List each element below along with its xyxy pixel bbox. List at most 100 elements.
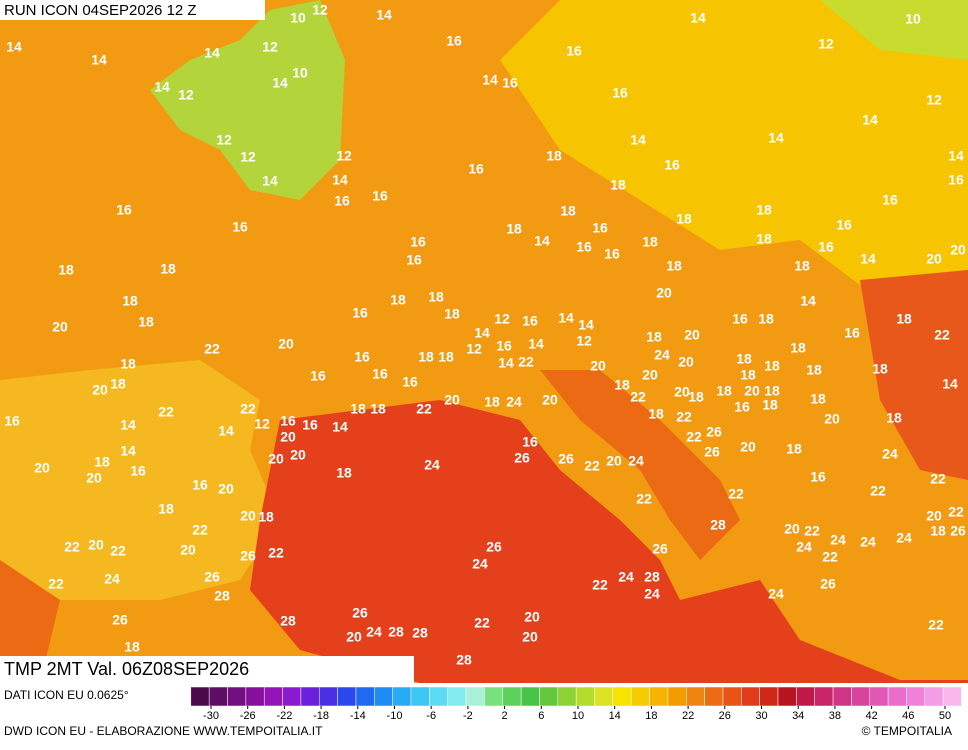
temperature-label: 16	[496, 338, 512, 354]
temperature-label: 16	[130, 463, 146, 479]
temperature-label: 16	[446, 33, 462, 49]
temperature-label: 14	[120, 443, 136, 459]
temperature-label: 22	[268, 545, 284, 561]
temperature-label: 26	[558, 451, 574, 467]
temperature-label: 18	[716, 383, 732, 399]
colorbar-tick-label: 34	[792, 710, 804, 722]
temperature-label: 18	[428, 289, 444, 305]
temperature-label: 18	[810, 391, 826, 407]
colorbar-tick-label: -22	[276, 710, 292, 722]
temperature-label: 18	[896, 311, 912, 327]
colorbar-swatch	[777, 686, 797, 707]
colorbar-swatch	[208, 686, 228, 707]
colorbar-tick-label: 14	[609, 710, 621, 722]
temperature-label: 22	[592, 577, 608, 593]
temperature-label: 22	[64, 539, 80, 555]
colorbar-swatch	[190, 686, 210, 707]
colorbar-swatch	[227, 686, 247, 707]
temperature-label: 28	[456, 652, 472, 668]
temperature-label: 16	[280, 413, 296, 429]
colorbar-swatch	[447, 686, 467, 707]
temperature-label: 20	[524, 609, 540, 625]
temperature-label: 16	[372, 188, 388, 204]
temperature-label: 16	[576, 239, 592, 255]
colorbar-tick-label: 38	[829, 710, 841, 722]
temperature-label: 16	[522, 434, 538, 450]
temperature-label: 18	[336, 465, 352, 481]
temperature-label: 16	[4, 413, 20, 429]
temperature-label: 20	[678, 354, 694, 370]
temperature-label: 16	[310, 368, 326, 384]
colorbar-tick-label: -10	[387, 710, 403, 722]
colorbar-swatch	[465, 686, 485, 707]
temperature-label: 18	[610, 177, 626, 193]
temperature-label: 28	[280, 613, 296, 629]
temperature-label: 16	[372, 366, 388, 382]
temperature-label: 16	[334, 193, 350, 209]
temperature-label: 20	[240, 508, 256, 524]
atlantic-south	[0, 560, 60, 683]
temperature-label: 22	[822, 549, 838, 565]
temperature-label: 20	[290, 447, 306, 463]
colorbar-swatch	[704, 686, 724, 707]
temperature-label: 16	[882, 192, 898, 208]
temperature-label: 22	[676, 409, 692, 425]
colorbar-tick-label: -26	[240, 710, 256, 722]
temperature-label: 18	[758, 311, 774, 327]
temperature-label: 18	[444, 306, 460, 322]
temperature-label: 18	[506, 221, 522, 237]
temperature-label: 18	[762, 397, 778, 413]
temperature-label: 22	[584, 458, 600, 474]
temperature-label: 14	[6, 39, 22, 55]
temperature-label: 20	[926, 508, 942, 524]
temperature-label: 18	[110, 376, 126, 392]
temperature-label: 14	[578, 317, 594, 333]
temperature-label: 18	[350, 401, 366, 417]
temperature-label: 16	[604, 246, 620, 262]
temperature-label: 18	[438, 349, 454, 365]
temperature-label: 16	[410, 234, 426, 250]
temperature-label: 20	[542, 392, 558, 408]
temperature-label: 14	[690, 10, 706, 26]
temperature-label: 28	[412, 625, 428, 641]
temperature-label: 18	[120, 356, 136, 372]
adriatic-sea	[540, 370, 740, 560]
temperature-label: 26	[112, 612, 128, 628]
temperature-label: 20	[824, 411, 840, 427]
colorbar-swatch	[741, 686, 760, 707]
temperature-label: 28	[388, 624, 404, 640]
temperature-label: 20	[180, 542, 196, 558]
temperature-label: 18	[764, 358, 780, 374]
temperature-label: 10	[905, 11, 921, 27]
temperature-label: 24	[644, 586, 660, 602]
temperature-label: 20	[278, 336, 294, 352]
black-sea	[860, 270, 968, 480]
temperature-label: 16	[818, 239, 834, 255]
temperature-label: 16	[402, 374, 418, 390]
temperature-label: 14	[376, 7, 392, 23]
colorbar-swatch	[355, 686, 375, 707]
colorbar-tick-label: 6	[538, 710, 544, 722]
colorbar-tick-label: -18	[313, 710, 329, 722]
temperature-label: 18	[390, 292, 406, 308]
temperature-label: 14	[120, 417, 136, 433]
colorbar-swatch	[374, 686, 393, 707]
colorbar-tick-label: 18	[645, 710, 657, 722]
colorbar-swatch	[319, 686, 338, 707]
temperature-label: 18	[418, 349, 434, 365]
temperature-label: 24	[472, 556, 488, 572]
temperature-label: 14	[558, 310, 574, 326]
temperature-label: 20	[268, 451, 284, 467]
temperature-label: 12	[494, 311, 510, 327]
temperature-label: 26	[820, 576, 836, 592]
temperature-label: 14	[498, 355, 514, 371]
temperature-label: 26	[652, 541, 668, 557]
temperature-label: 22	[928, 617, 944, 633]
colorbar-tick-label: 50	[939, 710, 951, 722]
temperature-label: 16	[192, 477, 208, 493]
temperature-label: 24	[104, 571, 120, 587]
temperature-label: 12	[466, 341, 482, 357]
temperature-label: 20	[88, 537, 104, 553]
colorbar-swatch	[502, 686, 522, 707]
